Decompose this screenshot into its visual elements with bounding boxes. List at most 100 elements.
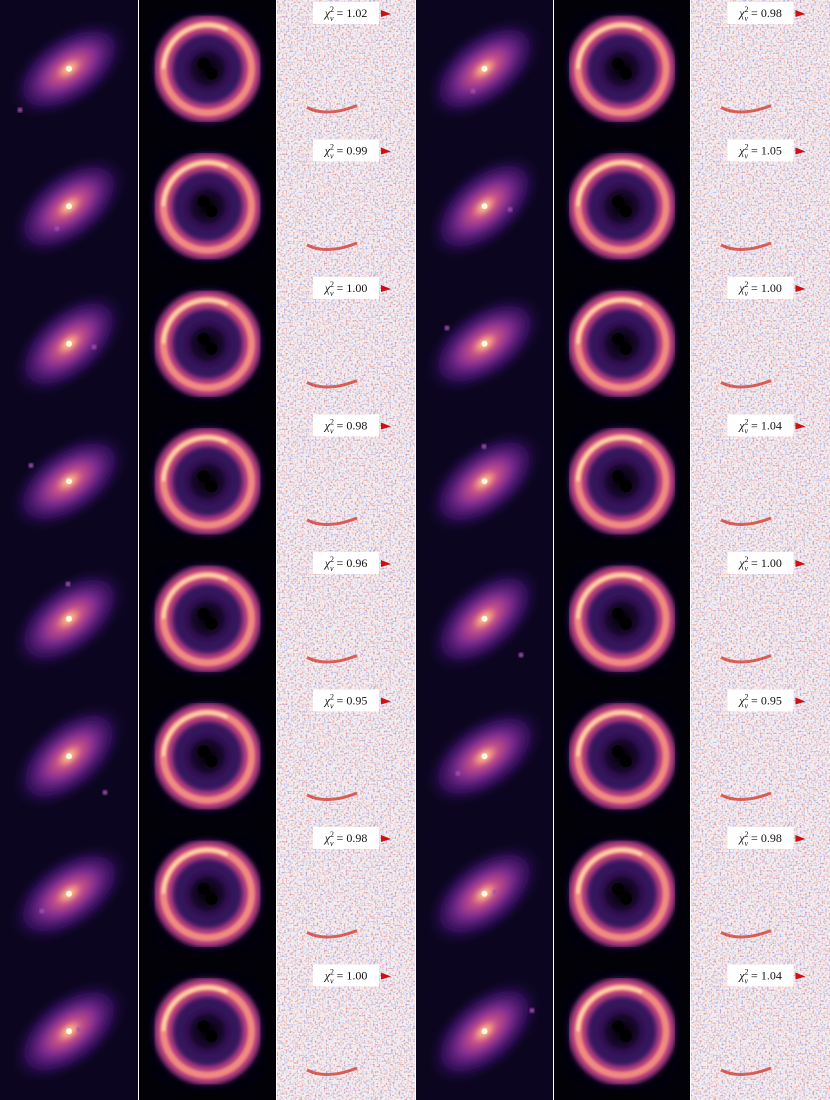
chi-subscript: ν	[330, 427, 334, 436]
chi2-label: χ2 ν = 1.00	[738, 280, 782, 298]
panel	[416, 550, 553, 688]
label-marker	[381, 422, 391, 430]
panel: χ2 ν = 1.05	[691, 137, 830, 275]
label-marker	[795, 147, 806, 155]
lens-hole	[612, 607, 624, 620]
lens-center	[181, 42, 234, 95]
panel: χ2 ν = 0.95	[691, 687, 830, 825]
chi2-value: 1.00	[761, 281, 782, 295]
label-marker	[795, 285, 806, 292]
lens-ring-bright	[162, 435, 229, 482]
chi2-value: 1.05	[761, 144, 782, 158]
panel	[416, 137, 553, 275]
lens-hole	[612, 470, 624, 483]
lens-center	[181, 180, 234, 233]
chi-symbol: χ	[738, 831, 745, 845]
relation: =	[751, 281, 758, 295]
panel: χ2 ν = 0.98	[277, 825, 415, 963]
lens-center	[181, 592, 234, 645]
label-marker	[381, 285, 391, 292]
galaxy-core	[481, 890, 488, 897]
lens-ring-bright	[576, 710, 643, 757]
label-box	[313, 139, 379, 162]
label-box	[727, 552, 794, 574]
lens-hole	[612, 882, 624, 895]
lens-hole	[197, 882, 210, 895]
companion	[17, 107, 23, 113]
chi-superscript: 2	[330, 5, 334, 14]
chi-superscript: 2	[330, 418, 334, 427]
label-box	[313, 414, 379, 437]
galaxy-core	[481, 615, 488, 622]
label-box	[727, 827, 794, 849]
chi-subscript: ν	[744, 839, 748, 848]
lens-center	[181, 730, 234, 783]
label-marker	[381, 560, 391, 567]
lens-center	[596, 180, 648, 233]
label-box	[313, 2, 379, 24]
chi2-label: χ2 ν = 1.04	[738, 418, 782, 436]
residual-arc	[306, 516, 358, 526]
lens-ring-bright	[576, 985, 643, 1032]
lens-hole	[620, 1030, 632, 1043]
lens-hole	[612, 195, 624, 208]
chi2-label: χ2 ν = 0.98	[324, 830, 368, 848]
residual-arc	[720, 379, 772, 389]
relation: =	[337, 694, 344, 708]
galaxy-core	[66, 65, 72, 72]
chi2-value: 1.02	[346, 6, 367, 20]
panel: χ2 ν = 0.98	[691, 0, 830, 138]
relation: =	[337, 281, 344, 295]
lens-hole	[620, 892, 632, 905]
lens-center	[181, 455, 234, 508]
companion	[481, 444, 487, 449]
relation: =	[751, 694, 758, 708]
residual-arc	[306, 241, 358, 251]
lens-ring-bright	[162, 573, 229, 619]
chi-subscript: ν	[330, 564, 334, 573]
residual-arc	[720, 654, 772, 664]
chi2-label: χ2 ν = 0.95	[324, 693, 368, 711]
chi2-label: χ2 ν = 1.00	[324, 280, 368, 298]
panel	[139, 962, 276, 1100]
panel	[554, 412, 690, 550]
relation: =	[337, 831, 344, 845]
label-marker	[795, 972, 806, 980]
lens-hole	[197, 195, 210, 208]
panel	[554, 825, 690, 963]
chi-superscript: 2	[744, 5, 748, 14]
lens-hole	[197, 607, 210, 620]
panel: χ2 ν = 1.04	[691, 962, 830, 1100]
chi2-value: 0.98	[761, 6, 782, 20]
panel: χ2 ν = 0.99	[277, 137, 415, 275]
relation: =	[751, 144, 758, 158]
panel	[416, 412, 553, 550]
galaxy-core	[481, 340, 488, 347]
residual-arc	[720, 516, 772, 526]
panel	[554, 137, 690, 275]
chi2-value: 0.99	[346, 144, 367, 158]
chi-subscript: ν	[330, 977, 334, 986]
lens-hole	[205, 617, 218, 630]
panel	[0, 825, 138, 963]
lens-center	[181, 317, 234, 370]
companion	[518, 652, 524, 658]
chi2-label: χ2 ν = 0.96	[324, 555, 368, 573]
panel	[554, 687, 690, 825]
lens-hole	[620, 617, 632, 630]
chi-subscript: ν	[744, 152, 748, 161]
chi-superscript: 2	[744, 968, 748, 977]
companion	[470, 88, 476, 94]
lens-ring-bright	[162, 848, 229, 894]
label-marker	[381, 972, 391, 980]
residual-arc	[306, 379, 358, 389]
label-box	[313, 689, 379, 712]
lens-hole	[205, 1030, 218, 1043]
chi-subscript: ν	[744, 702, 748, 711]
lens-hole	[197, 1020, 210, 1033]
chi-superscript: 2	[330, 280, 334, 289]
panel: χ2 ν = 0.98	[691, 825, 830, 963]
panel	[0, 0, 138, 138]
chi-superscript: 2	[744, 143, 748, 152]
companion	[39, 908, 45, 914]
